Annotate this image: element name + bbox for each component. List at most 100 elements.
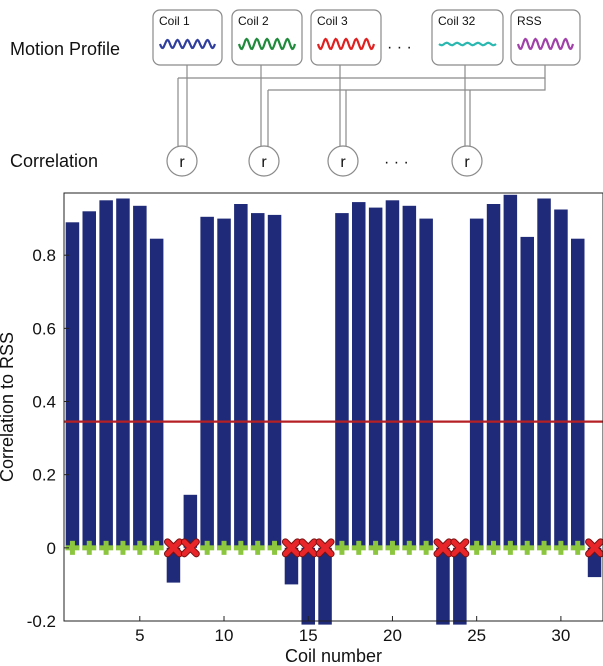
included-marker	[65, 540, 80, 555]
bar	[133, 205, 147, 548]
included-marker	[334, 540, 349, 555]
y-tick-label: 0.2	[32, 466, 56, 485]
motion-profile-label: Motion Profile	[10, 39, 120, 59]
r-symbol: r	[340, 154, 346, 171]
y-tick-label: 0.8	[32, 246, 56, 265]
x-ticks: 5 10 15 20 25 30	[135, 616, 570, 645]
x-tick-label: 15	[299, 626, 318, 645]
excluded-marker	[298, 538, 318, 558]
bars	[65, 194, 602, 625]
y-tick-label: -0.2	[27, 612, 56, 631]
bar-chart: -0.2 0 0.2 0.4 0.6 0.8 5 10 15 20 25 30 Coil numbe…	[0, 192, 603, 666]
included-marker	[570, 540, 585, 555]
bar	[99, 200, 113, 548]
included-marker	[115, 540, 130, 555]
coil-box-32: Coil 32	[431, 9, 504, 66]
bar	[301, 547, 315, 625]
bar	[571, 238, 585, 548]
bar	[318, 547, 332, 625]
bar	[284, 547, 299, 585]
included-marker	[82, 540, 97, 555]
bar	[436, 547, 450, 625]
excluded-marker	[281, 538, 301, 558]
bar	[537, 198, 551, 548]
bar	[368, 207, 383, 548]
y-ticks: -0.2 0 0.2 0.4 0.6 0.8	[27, 246, 69, 631]
markers	[65, 538, 603, 558]
bar	[116, 198, 130, 548]
r-symbol: r	[179, 154, 185, 171]
r-node: r	[327, 145, 359, 177]
bar	[554, 209, 568, 548]
x-tick-label: 10	[215, 626, 234, 645]
correlation-label: Correlation	[10, 151, 98, 171]
included-marker	[469, 540, 484, 555]
motion-wave	[316, 37, 376, 51]
excluded-marker	[163, 538, 183, 558]
bar	[251, 213, 265, 548]
r-node: r	[166, 145, 198, 177]
coil-box-label: Coil 3	[317, 14, 348, 28]
bar	[402, 205, 417, 548]
x-tick-label: 20	[383, 626, 402, 645]
coil-box-label: Coil 32	[438, 14, 476, 28]
included-marker	[419, 540, 434, 555]
excluded-marker	[450, 538, 470, 558]
included-marker	[351, 540, 366, 555]
included-marker	[402, 540, 417, 555]
included-marker	[537, 540, 552, 555]
axes-frame	[63, 192, 603, 622]
included-marker	[200, 540, 215, 555]
bar	[469, 218, 484, 548]
coil-box-3: Coil 3	[310, 9, 382, 66]
coil-box-label: Coil 1	[159, 14, 190, 28]
motion-wave	[438, 41, 497, 47]
x-tick-label: 30	[551, 626, 570, 645]
r-symbol: r	[464, 154, 470, 171]
bar	[267, 214, 282, 548]
coil-box-label: RSS	[517, 14, 542, 28]
bar	[335, 213, 349, 548]
motion-wave	[237, 37, 297, 51]
bar	[419, 218, 433, 548]
included-marker	[385, 540, 400, 555]
excluded-marker	[180, 538, 200, 558]
motion-wave	[158, 38, 217, 50]
excluded-marker	[315, 538, 335, 558]
bar	[352, 202, 366, 548]
bar	[166, 547, 181, 583]
x-tick-label: 5	[135, 626, 144, 645]
bar	[217, 218, 231, 548]
rss-box: RSS	[510, 9, 581, 66]
included-marker	[132, 540, 147, 555]
coil-boxes: Coil 1 Coil 2 Coil 3 · · · Coil 32 RSS	[152, 9, 581, 66]
bar	[183, 494, 198, 548]
bar	[385, 200, 400, 548]
bar	[453, 547, 467, 625]
included-marker	[233, 540, 248, 555]
connector-lines	[177, 65, 546, 146]
included-marker	[250, 540, 265, 555]
included-marker	[149, 540, 164, 555]
excluded-marker	[585, 538, 603, 558]
coil-box-label: Coil 2	[238, 14, 269, 28]
y-tick-label: 0.4	[32, 393, 56, 412]
bar	[82, 211, 96, 548]
bar	[486, 204, 501, 548]
bar	[520, 236, 534, 548]
included-marker	[368, 540, 383, 555]
y-tick-label: 0.6	[32, 319, 56, 338]
bar	[65, 222, 80, 548]
coil-box-2: Coil 2	[231, 9, 303, 66]
correlation-nodes: r r r · · · r	[166, 145, 483, 177]
included-marker	[486, 540, 501, 555]
included-marker	[553, 540, 568, 555]
bar	[200, 216, 214, 548]
bar	[234, 204, 248, 548]
x-tick-label: 25	[467, 626, 486, 645]
r-node: r	[451, 145, 483, 177]
ellipsis: · · ·	[384, 154, 409, 171]
motion-wave	[516, 37, 575, 51]
x-axis-label: Coil number	[285, 646, 382, 666]
